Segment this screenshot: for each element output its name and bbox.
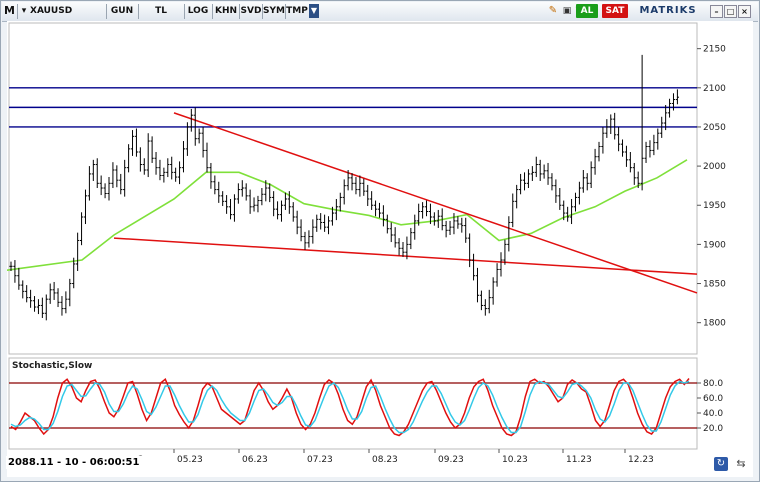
stochastic-panel	[8, 357, 698, 450]
al-button[interactable]: AL	[576, 4, 598, 18]
stochastic-title: Stochastic,Slow	[12, 361, 92, 371]
x-tick-label-06.23: 06.23	[242, 455, 268, 465]
y-tick-label-2150: 2150	[703, 45, 726, 55]
edit-icon[interactable]: ✎	[548, 5, 558, 16]
x-tick-label-08.23: 08.23	[372, 455, 398, 465]
khn-button[interactable]: KHN	[214, 6, 238, 16]
toolbar-dropdown-icon[interactable]: ▼	[309, 4, 319, 18]
currency-button[interactable]: TL	[155, 6, 167, 16]
price-chart-svg: 1800 1850 1900 1950 2000 2050 2100 2150 Stochas…	[7, 22, 726, 465]
status-bar: 2088.11 - 10 - 06:00:51 ↻ ⇆	[2, 453, 758, 480]
lock-icon[interactable]: ▣	[562, 6, 572, 16]
sync-icon[interactable]: ↻	[714, 457, 728, 471]
log-button[interactable]: LOG	[187, 6, 209, 16]
x-tick-label-11.23: 11.23	[566, 455, 592, 465]
x-tick-label-09.23: 09.23	[438, 455, 464, 465]
sat-button[interactable]: SAT	[602, 4, 628, 18]
stoch-tick-label-40: 40.0	[703, 409, 723, 419]
svd-button[interactable]: SVD	[240, 6, 262, 16]
y-tick-label-2050: 2050	[703, 123, 726, 133]
y-tick-label-2000: 2000	[703, 162, 726, 172]
trendline-1	[173, 112, 698, 294]
stoch-tick-label-80: 80.0	[703, 379, 723, 389]
x-tick-label-12.23: 12.23	[628, 455, 654, 465]
y-tick-label-2100: 2100	[703, 84, 726, 94]
x-tick-label-05.23: 05.23	[177, 455, 203, 465]
stochastic-d-line	[10, 380, 690, 434]
brand-label: MATRIKS	[639, 5, 697, 16]
tmp-button[interactable]: TMP	[286, 6, 308, 16]
x-tick-label-07.23: 07.23	[307, 455, 333, 465]
y-tick-label-1900: 1900	[703, 240, 726, 250]
chart-toolbar: M ▾ XAUUSD GUN TL LOG KHN SVD SYM TMP ▼ …	[2, 2, 758, 22]
y-tick-label-1950: 1950	[703, 201, 726, 211]
y-tick-label-1800: 1800	[703, 319, 726, 329]
y-tick-label-1850: 1850	[703, 280, 726, 290]
zoom-icon[interactable]: ⇆	[736, 457, 746, 470]
link-dropdown-icon[interactable]: ▾	[21, 6, 27, 16]
x-tick-label-10.23: 10.23	[502, 455, 528, 465]
minimize-icon[interactable]: –	[710, 5, 723, 18]
window-logo: M	[4, 4, 15, 17]
sym-button[interactable]: SYM	[263, 6, 285, 16]
price-panel	[8, 22, 698, 355]
chart-area[interactable]: 1800 1850 1900 1950 2000 2050 2100 2150 Stochas…	[7, 21, 753, 477]
stoch-tick-label-60: 60.0	[703, 394, 723, 404]
period-button[interactable]: GUN	[110, 6, 134, 16]
moving-average-line	[7, 159, 688, 272]
close-icon[interactable]: ×	[738, 5, 751, 18]
timestamp-label: 2088.11 - 10 - 06:00:51	[6, 456, 146, 469]
stoch-tick-label-20: 20.0	[703, 424, 723, 434]
symbol-label[interactable]: XAUUSD	[30, 6, 73, 16]
maximize-icon[interactable]: □	[724, 5, 737, 18]
trendline-0	[113, 237, 698, 275]
